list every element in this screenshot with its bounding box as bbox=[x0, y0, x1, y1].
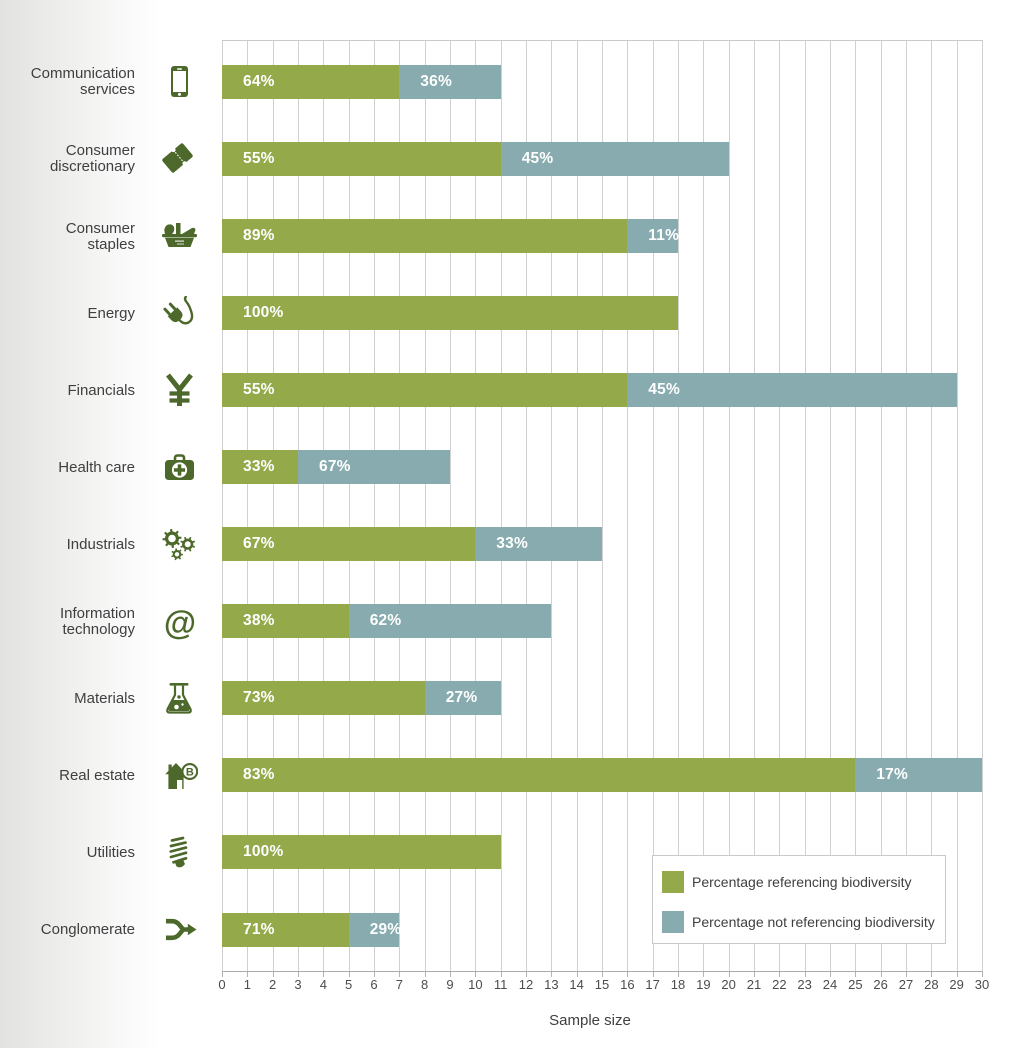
svg-text:B: B bbox=[186, 766, 194, 778]
